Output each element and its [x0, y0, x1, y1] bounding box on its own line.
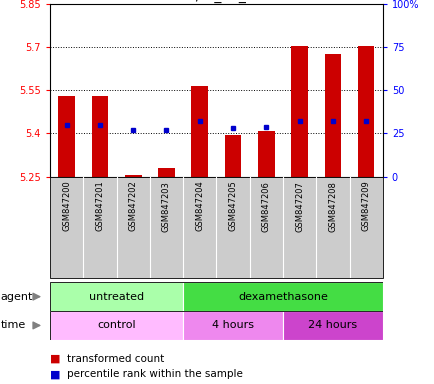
- Bar: [291, 46, 307, 177]
- Bar: [58, 96, 75, 177]
- Text: GSM847200: GSM847200: [62, 181, 71, 232]
- Bar: [357, 46, 374, 177]
- Text: GSM847209: GSM847209: [361, 181, 370, 232]
- Bar: [92, 96, 108, 177]
- Text: time: time: [1, 320, 26, 331]
- Bar: [50, 177, 382, 278]
- Bar: [224, 135, 241, 177]
- Text: GSM847207: GSM847207: [294, 181, 303, 232]
- Bar: [183, 311, 283, 340]
- Bar: [50, 282, 183, 311]
- Text: GSM847202: GSM847202: [128, 181, 138, 232]
- Text: 4 hours: 4 hours: [211, 320, 253, 331]
- Text: GSM847203: GSM847203: [161, 181, 171, 232]
- Text: control: control: [97, 320, 135, 331]
- Text: transformed count: transformed count: [67, 354, 164, 364]
- Bar: [324, 54, 340, 177]
- Text: percentile rank within the sample: percentile rank within the sample: [67, 369, 243, 379]
- Bar: [191, 86, 207, 177]
- Text: GSM847201: GSM847201: [95, 181, 104, 232]
- Text: GSM847208: GSM847208: [328, 181, 337, 232]
- Text: dexamethasone: dexamethasone: [237, 291, 327, 302]
- Text: untreated: untreated: [89, 291, 144, 302]
- Bar: [183, 282, 382, 311]
- Text: GSM847206: GSM847206: [261, 181, 270, 232]
- Text: GSM847205: GSM847205: [228, 181, 237, 232]
- Text: agent: agent: [1, 291, 33, 302]
- Bar: [50, 311, 183, 340]
- Bar: [257, 131, 274, 177]
- Text: ■: ■: [50, 354, 60, 364]
- Text: ■: ■: [50, 369, 60, 379]
- Text: 24 hours: 24 hours: [308, 320, 357, 331]
- Bar: [158, 168, 174, 177]
- Text: GSM847204: GSM847204: [195, 181, 204, 232]
- Bar: [125, 175, 141, 177]
- Title: GDS3946 / A_23_P150619: GDS3946 / A_23_P150619: [125, 0, 306, 3]
- Bar: [283, 311, 382, 340]
